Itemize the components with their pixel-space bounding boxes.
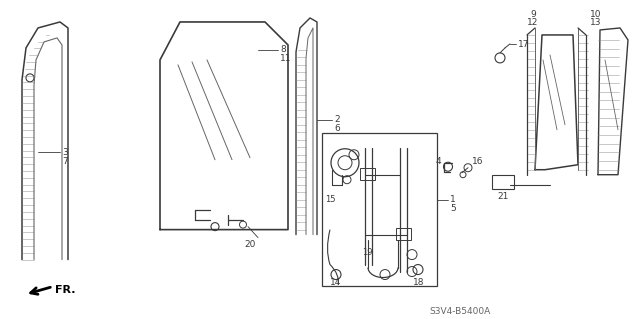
Text: 17: 17 (518, 40, 529, 49)
Bar (360, 168, 375, 180)
Text: 15: 15 (325, 195, 335, 204)
Text: FR.: FR. (55, 285, 76, 294)
Text: 20: 20 (244, 240, 256, 249)
Text: 14: 14 (330, 278, 341, 286)
Text: 8: 8 (280, 45, 285, 54)
Text: 13: 13 (590, 18, 602, 27)
Text: 5: 5 (450, 204, 456, 213)
Bar (322, 133, 437, 286)
Text: 2: 2 (334, 115, 340, 124)
Text: 11: 11 (280, 54, 291, 63)
Text: 21: 21 (497, 192, 509, 201)
Text: 7: 7 (62, 157, 68, 166)
Text: 1: 1 (450, 195, 456, 204)
Text: 9: 9 (530, 10, 536, 19)
Bar (492, 175, 514, 189)
Text: 19: 19 (362, 248, 372, 256)
Text: 12: 12 (527, 18, 539, 27)
Text: 3: 3 (62, 148, 68, 157)
Text: 6: 6 (334, 124, 340, 133)
Text: 18: 18 (413, 278, 424, 286)
Text: S3V4-B5400A: S3V4-B5400A (429, 308, 491, 316)
Text: 10: 10 (590, 10, 602, 19)
Text: 4: 4 (436, 157, 442, 166)
Text: 16: 16 (472, 157, 483, 166)
Bar (396, 228, 411, 240)
